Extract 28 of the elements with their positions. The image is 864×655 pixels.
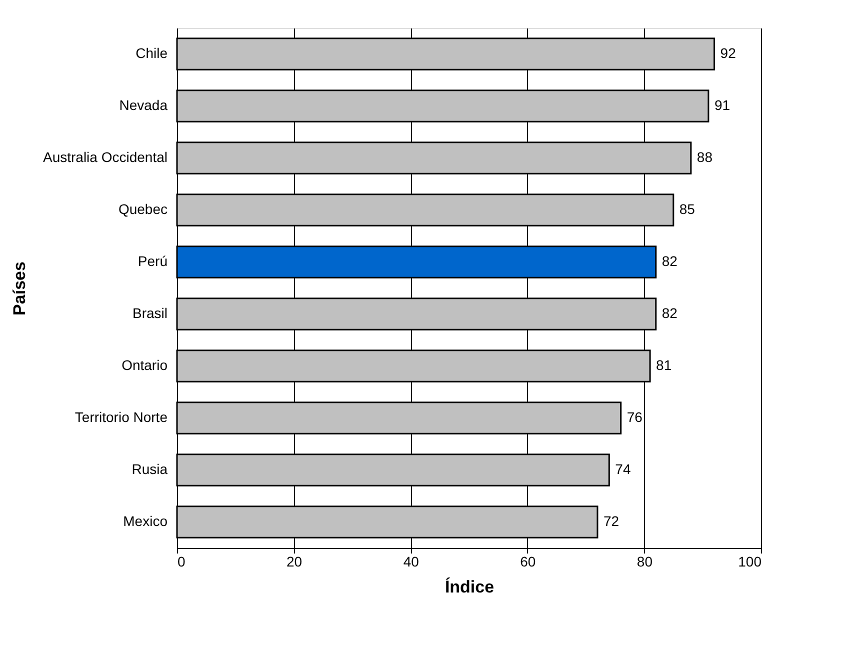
data-label: 81 [656,357,672,373]
y-tick-label: Territorio Norte [74,409,168,425]
x-tick-label: 100 [738,554,762,570]
data-label: 92 [720,45,736,61]
x-axis-title: Índice [444,576,494,596]
y-tick-label: Brasil [132,305,168,321]
y-tick-label: Ontario [122,357,168,373]
data-label: 85 [679,201,696,217]
y-tick-label: Nevada [119,97,168,113]
y-tick-label: Mexico [123,513,168,529]
x-tick-label: 80 [636,554,653,570]
y-tick-label: Chile [136,45,168,61]
data-label: 88 [696,149,713,165]
data-label: 72 [603,513,620,529]
data-label: 91 [714,97,730,113]
x-tick-label: 40 [403,554,420,570]
data-label: 76 [626,409,643,425]
y-axis-title: Países [10,262,29,316]
y-tick-label: Perú [138,253,168,269]
x-tick-label: 60 [520,554,536,570]
y-tick-label: Quebec [118,201,168,217]
data-label: 74 [615,461,631,477]
y-tick-label: Australia Occidental [42,149,168,165]
x-tick-label: 20 [286,554,302,570]
x-tick-label: 0 [178,554,186,570]
data-label: 82 [662,253,678,269]
y-tick-label: Rusia [132,461,168,477]
data-label: 82 [662,305,678,321]
